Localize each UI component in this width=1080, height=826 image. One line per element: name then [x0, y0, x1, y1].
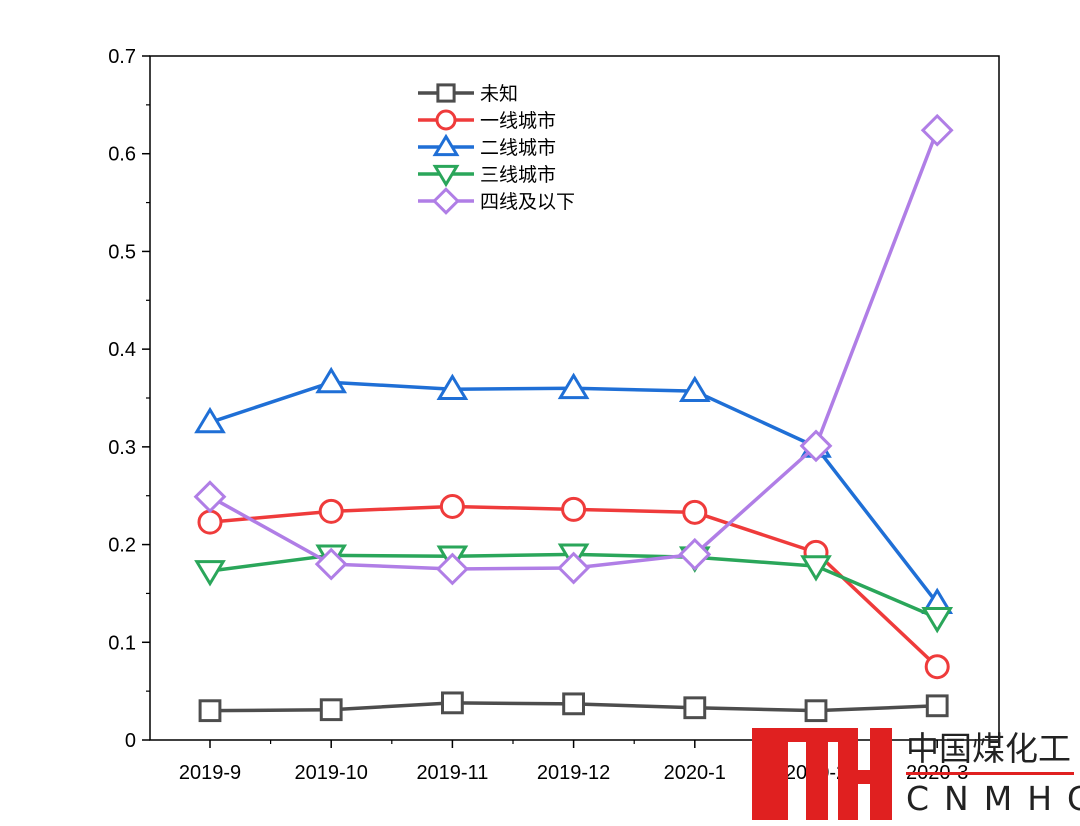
data-point-triangle-up	[194, 406, 226, 434]
data-point-circle	[561, 496, 587, 522]
series-1	[198, 691, 949, 723]
data-point-diamond	[435, 552, 469, 586]
data-point-triangle-up	[315, 366, 348, 394]
legend-label: 三线城市	[480, 164, 556, 186]
y-tick-label: 0.5	[108, 241, 136, 263]
data-point-triangle-up	[432, 133, 460, 157]
legend-label: 未知	[480, 83, 518, 105]
y-tick-label: 0	[125, 730, 136, 752]
data-point-square	[198, 699, 222, 723]
data-point-square	[319, 698, 343, 722]
legend-label: 一线城市	[480, 110, 556, 132]
data-point-diamond	[432, 187, 460, 215]
data-point-circle	[439, 493, 465, 519]
data-point-circle	[318, 498, 344, 524]
series-2	[197, 493, 950, 680]
data-point-triangle-down	[800, 555, 832, 582]
data-point-circle	[682, 499, 708, 525]
data-point-triangle-up	[678, 375, 711, 403]
data-point-circle	[924, 654, 950, 680]
data-point-square	[562, 692, 586, 716]
legend-item: 一线城市	[418, 109, 556, 132]
series-line	[209, 504, 939, 668]
y-tick-label: 0.4	[108, 339, 136, 361]
data-point-square	[436, 83, 456, 103]
data-point-triangle-down	[921, 607, 954, 634]
x-axis: 2019-92019-102019-112019-122020-12020-22…	[179, 740, 968, 784]
series-layer	[193, 113, 954, 723]
y-tick-label: 0.1	[108, 632, 136, 654]
legend-label: 四线及以下	[480, 191, 575, 213]
x-tick-label: 2019-12	[537, 762, 610, 784]
data-point-diamond	[314, 547, 348, 581]
data-point-square	[683, 696, 707, 720]
y-tick-label: 0.3	[108, 437, 136, 459]
watermark: 中国煤化工 CNMHG	[752, 728, 1080, 820]
legend-item: 二线城市	[418, 133, 556, 159]
data-point-square	[925, 694, 949, 718]
x-tick-label: 2020-1	[664, 762, 726, 784]
data-point-square	[804, 699, 828, 723]
watermark-logo	[752, 728, 892, 820]
data-point-circle	[435, 109, 457, 131]
data-point-triangle-down	[432, 164, 460, 188]
x-tick-label: 2019-9	[179, 762, 241, 784]
x-tick-label: 2019-10	[294, 762, 367, 784]
legend-item: 三线城市	[418, 164, 556, 188]
y-axis: 0 0.1 0.2 0.3 0.4 0.5 0.6 0.7	[108, 46, 150, 752]
y-tick-label: 0.7	[108, 46, 136, 68]
data-point-square	[441, 691, 464, 715]
data-point-diamond	[920, 113, 954, 147]
watermark-name-cn: 中国煤化工	[906, 729, 1071, 768]
y-tick-label: 0.6	[108, 144, 136, 166]
data-point-diamond	[557, 551, 591, 585]
watermark-divider	[906, 772, 1074, 775]
legend-item: 四线及以下	[418, 187, 575, 215]
data-point-circle	[197, 509, 223, 535]
legend-label: 二线城市	[480, 137, 556, 159]
data-point-diamond	[193, 480, 227, 514]
x-tick-label: 2019-11	[416, 762, 488, 784]
watermark-name-en: CNMHG	[906, 779, 1080, 818]
data-point-diamond	[799, 429, 833, 463]
data-point-triangle-down	[194, 560, 226, 587]
series-5	[193, 113, 954, 586]
y-tick-label: 0.2	[108, 535, 136, 557]
data-point-diamond	[678, 537, 712, 571]
data-point-triangle-up	[557, 372, 590, 400]
legend-item: 未知	[418, 83, 518, 105]
data-point-triangle-up	[436, 373, 469, 401]
